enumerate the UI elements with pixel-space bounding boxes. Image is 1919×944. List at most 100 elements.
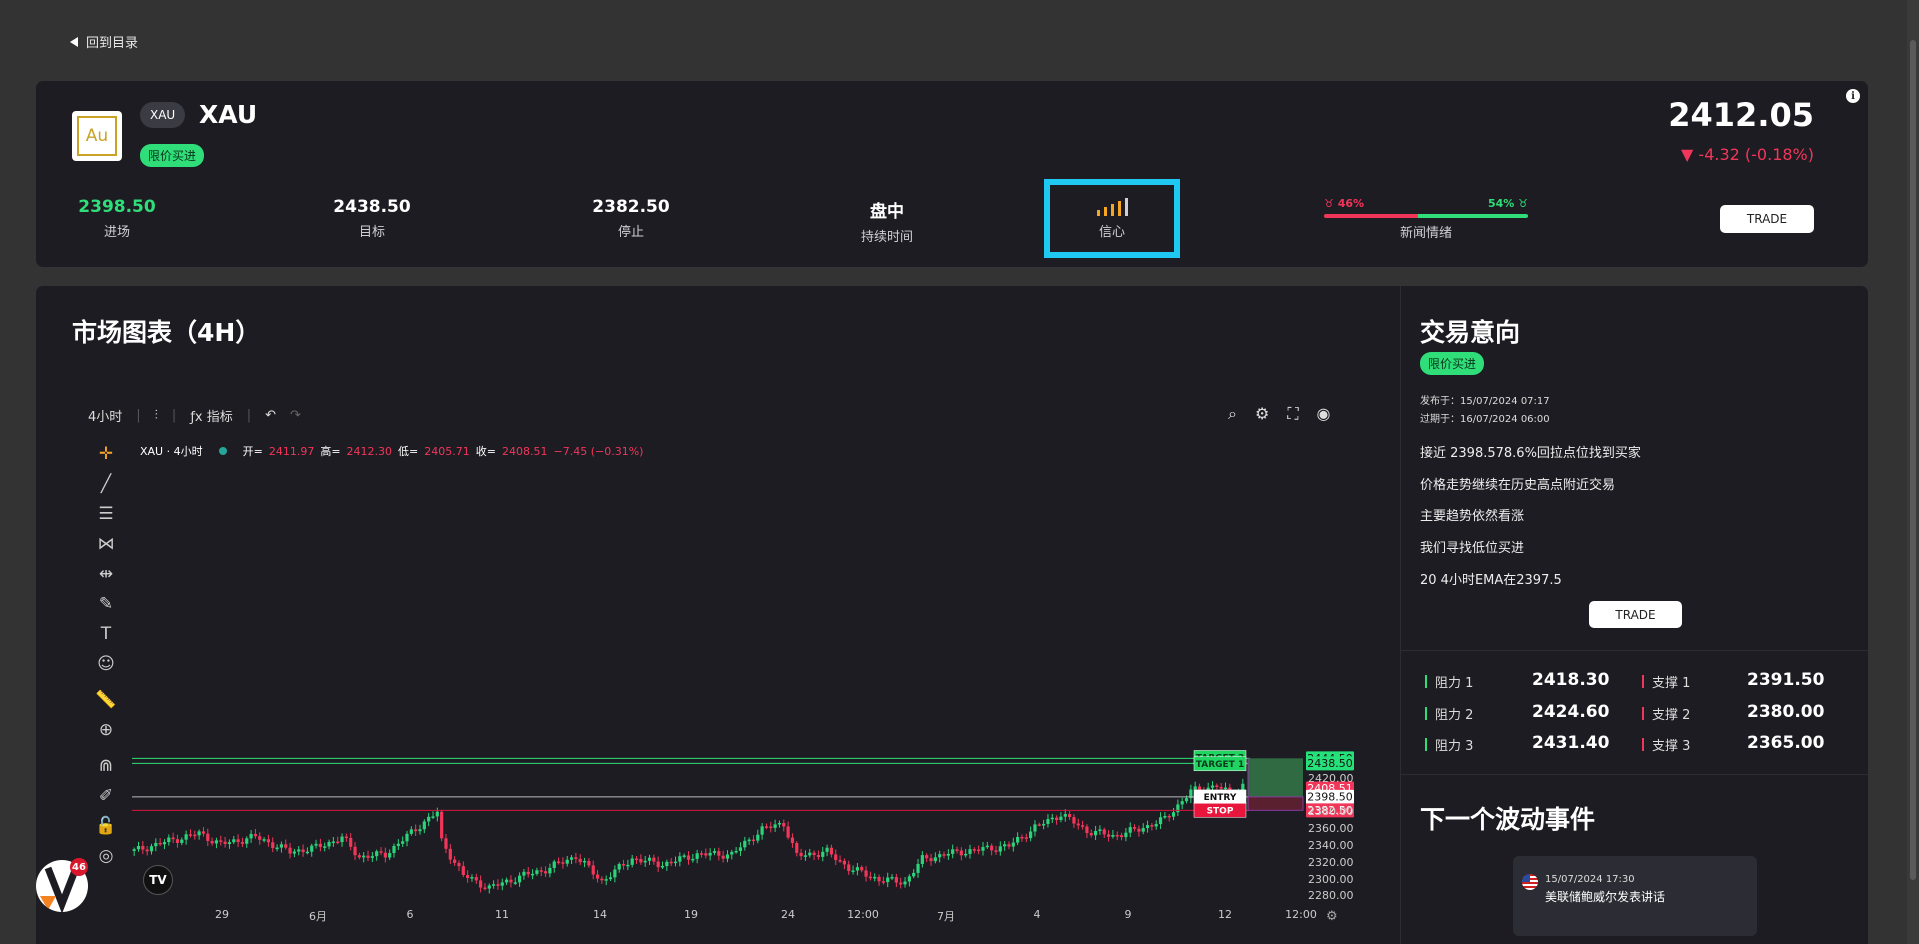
candle-body [1163, 815, 1167, 818]
lock-pen-icon[interactable]: ✐ [98, 786, 114, 806]
interval-selector[interactable]: 4小时 [88, 410, 123, 425]
candle-body [985, 845, 989, 848]
candle-body [1068, 814, 1072, 818]
bear-fill [1324, 214, 1418, 218]
intent-trade-button[interactable]: TRADE [1589, 601, 1682, 628]
candle-body [509, 879, 513, 883]
forecast-icon[interactable]: ⇹ [98, 564, 114, 584]
candle-body [288, 847, 292, 854]
candle-body [708, 852, 712, 856]
candle-body [526, 871, 530, 875]
x-tick-label: 11 [495, 908, 509, 921]
candle-body [1029, 831, 1033, 839]
event-card[interactable]: 15/07/2024 17:30 美联储鲍威尔发表讲话 [1513, 856, 1757, 936]
scrollbar-thumb[interactable] [1910, 40, 1916, 880]
candle-body [1098, 829, 1102, 831]
candle-body [1184, 798, 1189, 802]
candle-body [569, 857, 574, 860]
support-3-label: 支撑 3 [1642, 735, 1690, 754]
support-2-value: 2380.00 [1747, 702, 1825, 722]
signal-bars-icon [1097, 197, 1128, 216]
target-1-badge-bg [1193, 756, 1247, 772]
notification-count-badge[interactable]: 46 [70, 858, 88, 876]
candle-body [427, 816, 431, 822]
candle-body [955, 849, 959, 851]
candle-body [881, 881, 885, 883]
candle-body [968, 849, 972, 854]
price-chart[interactable]: TARGET 2TARGET 1ENTRYSTOP2444.502438.502… [130, 438, 1370, 914]
tradingview-logo-icon[interactable]: TV [143, 865, 173, 895]
lock-icon[interactable]: 🔓 [95, 816, 117, 836]
candle-body [262, 839, 266, 841]
resistance-1-label: 阻力 1 [1425, 672, 1473, 691]
chart-title: 市场图表（4H） [72, 318, 261, 347]
duration-stat: 盘中 持续时间 [832, 197, 942, 245]
candle-body [938, 854, 942, 858]
magnet-icon[interactable]: ⋒ [98, 756, 114, 776]
page-scrollbar[interactable] [1907, 0, 1919, 944]
text-icon[interactable]: T [100, 624, 112, 644]
axis-settings-icon[interactable]: ⚙ [1326, 909, 1338, 924]
undo-icon[interactable]: ↶ [265, 408, 277, 423]
candle-body [492, 884, 496, 886]
candle-body [634, 858, 639, 861]
indicators-button[interactable]: ƒx 指标 [190, 406, 232, 425]
redo-icon[interactable]: ↷ [290, 408, 301, 423]
right-panel: 交易意向 限价买进 发布于：15/07/2024 07:17 过期于：16/07… [1400, 286, 1869, 944]
candle-body [764, 826, 769, 828]
candle-body [401, 841, 405, 844]
back-to-catalog-link[interactable]: 回到目录 [70, 32, 138, 51]
trend-line-icon[interactable]: ╱ [100, 474, 112, 494]
candle-body [375, 851, 379, 857]
candle-body [344, 836, 348, 839]
candle-body [1011, 842, 1015, 847]
candle-body [444, 838, 448, 849]
toolbar-divider: | [136, 408, 141, 423]
y-tick-label: 2420.00 [1308, 771, 1354, 785]
candle-type-icon[interactable]: ⫶ [154, 408, 158, 423]
candle-body [232, 839, 236, 843]
candle-body [1145, 825, 1150, 829]
candle-body [782, 822, 786, 827]
candle-body [608, 877, 613, 880]
candle-body [1042, 823, 1046, 826]
candle-body [925, 855, 929, 859]
candle-body [587, 860, 591, 866]
camera-icon[interactable]: ◉ [1316, 404, 1331, 423]
eye-icon[interactable]: ◎ [98, 846, 114, 866]
candle-body [474, 877, 478, 881]
crosshair-icon[interactable]: ✛ [98, 444, 114, 464]
candle-body [435, 811, 439, 817]
settings-gear-icon[interactable]: ⚙ [1254, 404, 1270, 423]
zoom-search-icon[interactable]: ⌕ [1228, 404, 1237, 423]
emoji-icon[interactable]: ☺ [97, 654, 115, 674]
legend-low-label: 低= [398, 445, 419, 458]
candle-body [912, 872, 916, 877]
candle-body [1132, 827, 1137, 829]
candle-body [561, 862, 565, 864]
candle-body [834, 854, 838, 861]
candle-body [894, 876, 898, 883]
candle-body [518, 875, 522, 883]
fib-lines-icon[interactable]: ☰ [98, 504, 114, 524]
candle-body [141, 845, 145, 850]
resistance-3-value: 2431.40 [1532, 733, 1610, 753]
legend-high-label: 高= [320, 445, 341, 458]
candle-body [357, 855, 361, 858]
candle-body [678, 856, 682, 862]
fullscreen-icon[interactable]: ⛶ [1287, 404, 1299, 423]
info-icon[interactable]: i [1846, 89, 1860, 103]
ruler-icon[interactable]: 📏 [95, 690, 117, 710]
candle-body [1106, 834, 1111, 837]
target-label: 目标 [358, 225, 385, 240]
candle-body [340, 836, 344, 843]
candle-body [1137, 828, 1141, 832]
legend-high: 2412.30 [346, 444, 393, 458]
pattern-icon[interactable]: ⋈ [97, 534, 115, 554]
candle-body [855, 867, 859, 871]
brush-icon[interactable]: ✎ [98, 594, 114, 614]
zoom-in-icon[interactable]: ⊕ [98, 720, 114, 740]
header-trade-button[interactable]: TRADE [1720, 205, 1814, 233]
resistance-2-label: 阻力 2 [1425, 704, 1473, 723]
candle-body [388, 853, 392, 858]
